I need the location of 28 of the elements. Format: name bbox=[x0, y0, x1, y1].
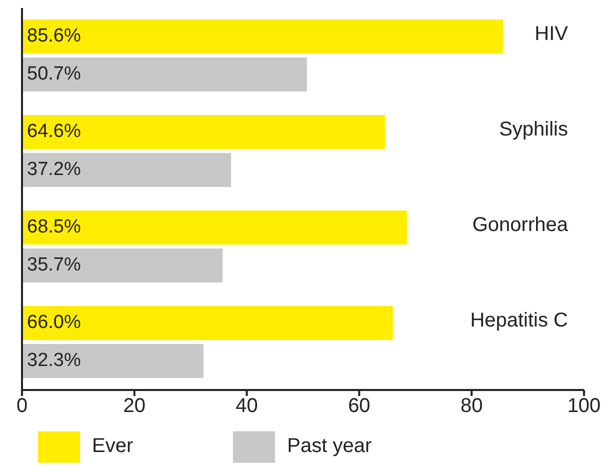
x-tick-label: 0 bbox=[16, 395, 28, 418]
data-label: 35.7% bbox=[27, 254, 81, 276]
x-tick-label: 40 bbox=[236, 395, 258, 418]
legend-label: Ever bbox=[92, 435, 134, 458]
y-tick-label: HIV bbox=[534, 22, 569, 45]
legend-label: Past year bbox=[287, 435, 372, 458]
data-label: 37.2% bbox=[27, 158, 81, 180]
data-label: 85.6% bbox=[27, 25, 81, 46]
x-tick-label: 80 bbox=[460, 395, 483, 418]
bar bbox=[22, 114, 386, 149]
data-label: 66.0% bbox=[27, 312, 81, 333]
bar bbox=[22, 248, 223, 282]
y-tick-label: Hepatitis C bbox=[470, 309, 568, 332]
x-tick-label: 60 bbox=[348, 395, 370, 418]
y-tick-label: Syphilis bbox=[499, 118, 568, 140]
bar bbox=[22, 57, 307, 92]
x-tick-label: 20 bbox=[123, 395, 146, 418]
y-tick-label: Gonorrhea bbox=[472, 214, 569, 236]
x-tick-label: 100 bbox=[567, 395, 601, 418]
data-label: 32.3% bbox=[27, 350, 81, 371]
bar bbox=[22, 344, 204, 378]
data-label: 64.6% bbox=[27, 120, 81, 142]
bar bbox=[22, 306, 393, 340]
bar bbox=[22, 152, 232, 187]
bar bbox=[22, 19, 504, 54]
bar bbox=[22, 210, 407, 244]
data-label: 50.7% bbox=[27, 63, 81, 84]
data-label: 68.5% bbox=[27, 216, 81, 238]
